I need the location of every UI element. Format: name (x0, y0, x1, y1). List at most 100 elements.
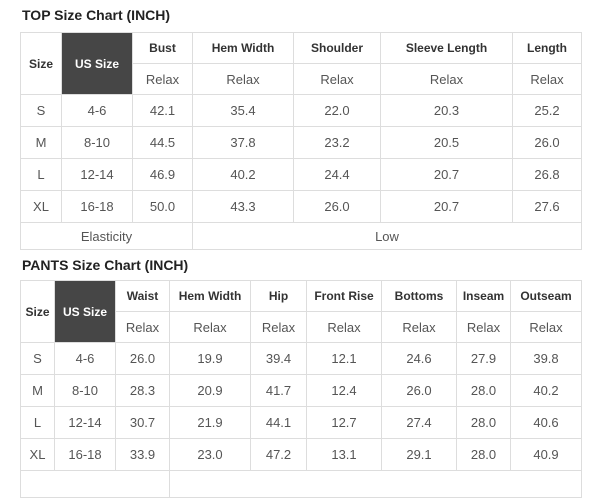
top-size-chart-title: TOP Size Chart (INCH) (22, 7, 171, 23)
size-cell: L (20, 158, 62, 191)
measurement-column-header: Bust (132, 32, 193, 64)
fit-type-cell: Relax (132, 63, 193, 95)
measurement-value-cell: 27.9 (456, 342, 511, 375)
measurement-value-cell: 28.3 (115, 374, 170, 407)
fit-type-cell: Relax (512, 63, 582, 95)
us-size-cell: 4-6 (54, 342, 116, 375)
fit-type-cell: Relax (192, 63, 294, 95)
measurement-column-header: Outseam (510, 280, 582, 312)
fit-type-cell: Relax (115, 311, 170, 343)
measurement-value-cell: 25.2 (512, 94, 582, 127)
measurement-value-cell: 20.9 (169, 374, 251, 407)
measurement-column-header: Hem Width (192, 32, 294, 64)
measurement-value-cell: 39.4 (250, 342, 307, 375)
measurement-column-header: Length (512, 32, 582, 64)
measurement-value-cell: 27.4 (381, 406, 457, 439)
measurement-value-cell: 20.3 (380, 94, 513, 127)
fit-type-cell: Relax (510, 311, 582, 343)
measurement-value-cell: 44.5 (132, 126, 193, 159)
fit-type-cell: Relax (293, 63, 381, 95)
measurement-value-cell: 28.0 (456, 374, 511, 407)
measurement-column-header: Front Rise (306, 280, 382, 312)
measurement-column-header: Bottoms (381, 280, 457, 312)
measurement-value-cell: 12.1 (306, 342, 382, 375)
size-cell: S (20, 94, 62, 127)
measurement-value-cell: 27.6 (512, 190, 582, 223)
header-row: Size US Size Bust Hem Width Shoulder Sleeve L… (20, 32, 582, 95)
fit-type-row: Relax Relax Relax Relax Relax (21, 63, 582, 95)
table-row: M 8-10 28.3 20.9 41.7 12.4 26.0 28.0 40.2 (20, 374, 582, 407)
fit-type-cell: Relax (250, 311, 307, 343)
size-cell: XL (20, 438, 55, 471)
measurement-column-header: Hem Width (169, 280, 251, 312)
measurement-column-header: Sleeve Length (380, 32, 513, 64)
size-column-header: Size (20, 32, 62, 95)
measurement-value-cell: 37.8 (192, 126, 294, 159)
measurement-column-header: Inseam (456, 280, 511, 312)
measurement-value-cell: 43.3 (192, 190, 294, 223)
measurement-value-cell: 20.5 (380, 126, 513, 159)
measurement-value-cell: 40.6 (510, 406, 582, 439)
measurement-value-cell: 12.7 (306, 406, 382, 439)
fit-type-cell: Relax (169, 311, 251, 343)
us-size-cell: 12-14 (61, 158, 133, 191)
us-size-cell: 8-10 (61, 126, 133, 159)
measurement-value-cell: 12.4 (306, 374, 382, 407)
measurement-value-cell: 22.0 (293, 94, 381, 127)
table-row: XL 16-18 50.0 43.3 26.0 20.7 27.6 (20, 190, 582, 223)
fit-type-cell: Relax (380, 63, 513, 95)
measurement-value-cell: 42.1 (132, 94, 193, 127)
measurement-value-cell: 35.4 (192, 94, 294, 127)
us-size-cell: 4-6 (61, 94, 133, 127)
table-row: XL 16-18 33.9 23.0 47.2 13.1 29.1 28.0 40.9 (20, 438, 582, 471)
measurement-value-cell: 26.0 (293, 190, 381, 223)
measurement-value-cell: 28.0 (456, 406, 511, 439)
us-size-column-header: US Size (54, 280, 116, 343)
us-size-cell: 16-18 (61, 190, 133, 223)
size-cell: S (20, 342, 55, 375)
measurement-value-cell: 47.2 (250, 438, 307, 471)
elasticity-label-cell: Elasticity (20, 222, 193, 250)
measurement-value-cell: 23.0 (169, 438, 251, 471)
measurement-value-cell: 24.4 (293, 158, 381, 191)
measurement-value-cell: 40.2 (192, 158, 294, 191)
measurement-value-cell: 29.1 (381, 438, 457, 471)
measurement-value-cell: 30.7 (115, 406, 170, 439)
us-size-cell: 8-10 (54, 374, 116, 407)
measurement-value-cell: 20.7 (380, 190, 513, 223)
size-cell: XL (20, 190, 62, 223)
measurement-value-cell: 26.0 (512, 126, 582, 159)
top-size-chart-table: Size US Size Bust Hem Width Shoulder Sleeve L… (20, 32, 582, 250)
measurement-value-cell: 28.0 (456, 438, 511, 471)
table-row: L 12-14 30.7 21.9 44.1 12.7 27.4 28.0 40.6 (20, 406, 582, 439)
elasticity-row: Elasticity Low (20, 222, 582, 250)
table-row: L 12-14 46.9 40.2 24.4 20.7 26.8 (20, 158, 582, 191)
fit-type-cell: Relax (381, 311, 457, 343)
size-cell: M (20, 374, 55, 407)
elasticity-value-cell: Low (192, 222, 582, 250)
measurement-value-cell: 33.9 (115, 438, 170, 471)
header-row: Size US Size Waist Hem Width Hip Front Rise Bo… (20, 280, 582, 343)
size-cell: M (20, 126, 62, 159)
measurement-value-cell: 26.0 (381, 374, 457, 407)
us-size-column-header: US Size (61, 32, 133, 95)
pants-size-chart-title: PANTS Size Chart (INCH) (22, 257, 189, 273)
measurement-value-cell: 24.6 (381, 342, 457, 375)
table-row: M 8-10 44.5 37.8 23.2 20.5 26.0 (20, 126, 582, 159)
measurement-value-cell: 13.1 (306, 438, 382, 471)
fit-type-cell: Relax (306, 311, 382, 343)
size-cell: L (20, 406, 55, 439)
measurement-column-header: Waist (115, 280, 170, 312)
measurement-value-cell: 20.7 (380, 158, 513, 191)
measurement-value-cell: 39.8 (510, 342, 582, 375)
table-row: S 4-6 42.1 35.4 22.0 20.3 25.2 (20, 94, 582, 127)
measurement-value-cell: 23.2 (293, 126, 381, 159)
measurement-column-header: Shoulder (293, 32, 381, 64)
table-row: S 4-6 26.0 19.9 39.4 12.1 24.6 27.9 39.8 (20, 342, 582, 375)
elasticity-label-cell (20, 470, 170, 498)
measurement-value-cell: 26.8 (512, 158, 582, 191)
pants-size-chart-table: Size US Size Waist Hem Width Hip Front Rise Bo… (20, 280, 582, 498)
measurement-value-cell: 40.2 (510, 374, 582, 407)
truncated-footer-row (20, 470, 582, 498)
measurement-value-cell: 19.9 (169, 342, 251, 375)
